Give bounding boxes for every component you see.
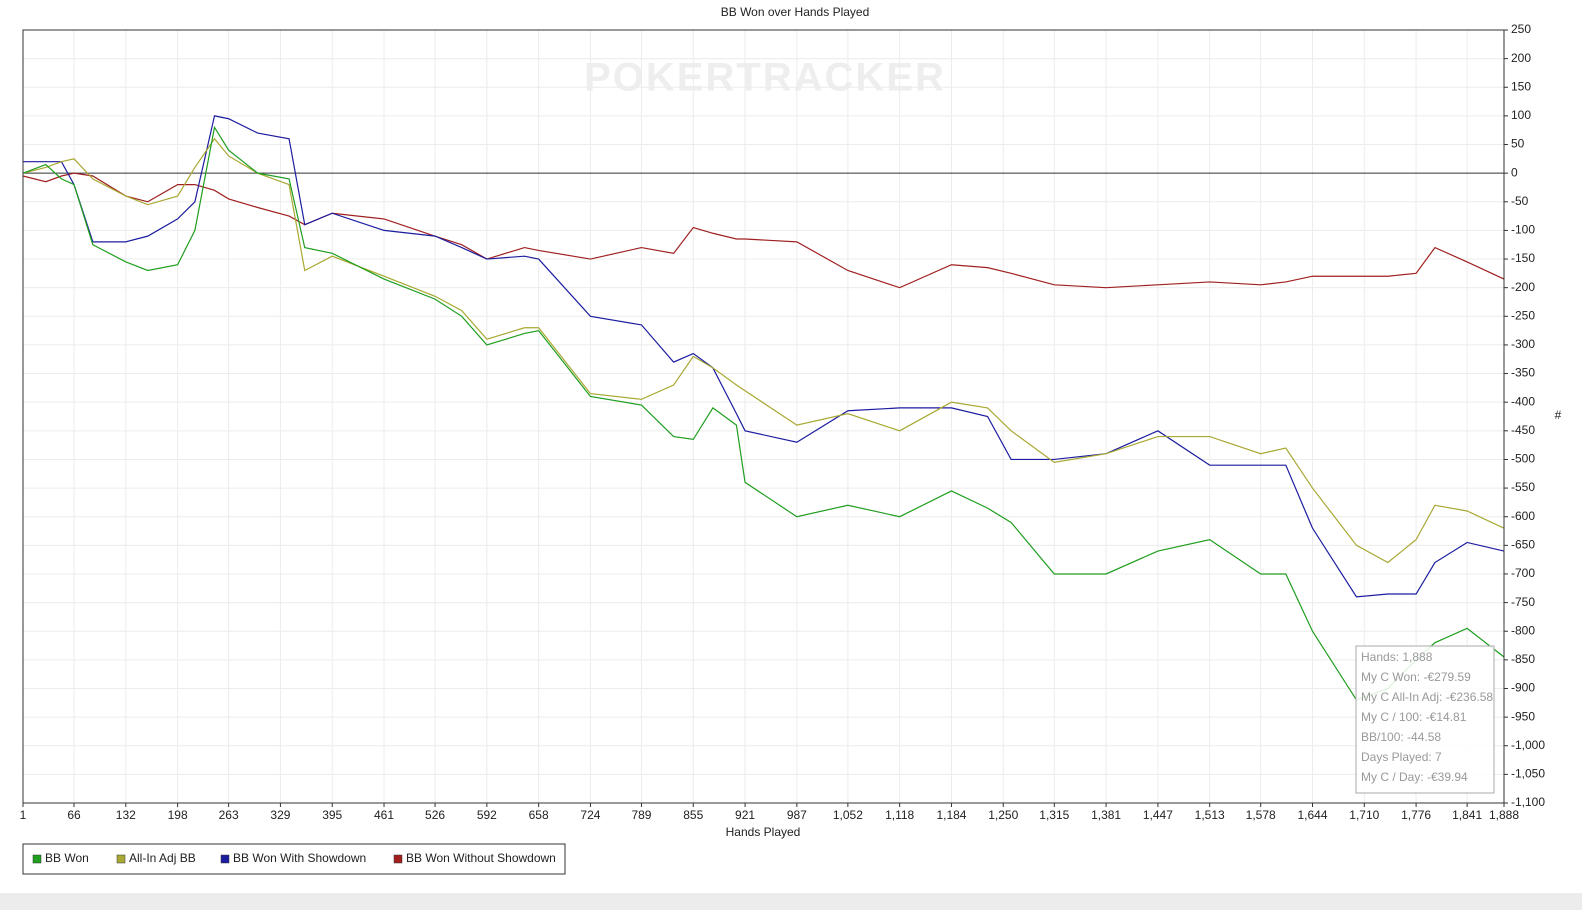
y-tick-label: 50 [1511, 137, 1525, 151]
x-tick-label: 1,888 [1489, 808, 1519, 822]
x-tick-label: 1 [20, 808, 27, 822]
series-line [23, 115, 1505, 598]
x-tick-label: 1,710 [1349, 808, 1379, 822]
series-line [22, 172, 1505, 289]
x-tick-label: 198 [168, 808, 188, 822]
x-tick-label: 526 [425, 808, 445, 822]
y-tick-label: -300 [1511, 337, 1535, 351]
x-tick-label: 329 [270, 808, 290, 822]
y-tick-label: -200 [1511, 280, 1535, 294]
tooltip-line: My C Won: -€279.59 [1361, 670, 1471, 684]
x-tick-label: 132 [116, 808, 136, 822]
y-tick-label: -1,050 [1511, 767, 1545, 781]
x-tick-label: 921 [735, 808, 755, 822]
x-tick-label: 1,776 [1401, 808, 1431, 822]
legend-swatch [220, 854, 230, 864]
tooltip-line: BB/100: -44.58 [1361, 730, 1441, 744]
y-tick-label: -600 [1511, 509, 1535, 523]
tooltip-line: My C All-In Adj: -€236.58 [1361, 690, 1493, 704]
legend-label: BB Won [45, 851, 89, 865]
series-line [22, 125, 1505, 701]
x-tick-label: 658 [529, 808, 549, 822]
tooltip-line: Hands: 1,888 [1361, 650, 1433, 664]
y-tick-label: -400 [1511, 394, 1535, 408]
x-tick-label: 66 [67, 808, 81, 822]
tooltip-line: Days Played: 7 [1361, 750, 1442, 764]
x-tick-label: 1,184 [936, 808, 966, 822]
y-axis-label: # [1555, 408, 1562, 422]
legend [22, 843, 566, 875]
watermark: POKERTRACKER [584, 56, 946, 100]
y-tick-label: -1,100 [1511, 795, 1545, 809]
y-tick-label: -750 [1511, 595, 1535, 609]
x-tick-label: 789 [631, 808, 651, 822]
x-axis-label: Hands Played [726, 825, 801, 839]
x-tick-label: 395 [322, 808, 342, 822]
y-tick-label: -700 [1511, 566, 1535, 580]
legend-label: BB Won Without Showdown [406, 851, 556, 865]
y-tick-label: -900 [1511, 681, 1535, 695]
x-tick-label: 1,250 [988, 808, 1018, 822]
y-tick-label: -50 [1511, 194, 1529, 208]
plot-frame [22, 29, 1505, 804]
x-tick-label: 1,841 [1452, 808, 1482, 822]
x-tick-label: 1,578 [1246, 808, 1276, 822]
y-tick-label: 250 [1511, 22, 1531, 36]
y-tick-label: 0 [1511, 165, 1518, 179]
y-tick-label: -850 [1511, 652, 1535, 666]
x-tick-label: 724 [580, 808, 600, 822]
x-tick-label: 592 [477, 808, 497, 822]
y-tick-label: 150 [1511, 79, 1531, 93]
chart-title: BB Won over Hands Played [721, 5, 870, 19]
y-tick-label: -500 [1511, 452, 1535, 466]
tooltip-line: My C / Day: -€39.94 [1361, 770, 1468, 784]
x-tick-label: 1,118 [885, 808, 914, 822]
legend-swatch [116, 854, 126, 864]
tooltip [1355, 645, 1495, 794]
x-tick-label: 1,315 [1039, 808, 1069, 822]
x-tick-label: 1,052 [833, 808, 863, 822]
y-tick-label: -350 [1511, 366, 1535, 380]
y-tick-label: -800 [1511, 623, 1535, 637]
y-tick-label: -100 [1511, 223, 1535, 237]
x-tick-label: 263 [219, 808, 239, 822]
x-tick-label: 987 [787, 808, 807, 822]
x-tick-label: 461 [374, 808, 394, 822]
y-tick-label: 200 [1511, 51, 1531, 65]
y-tick-label: -250 [1511, 308, 1535, 322]
legend-swatch [32, 854, 42, 864]
y-tick-label: -950 [1511, 709, 1535, 723]
legend-label: BB Won With Showdown [233, 851, 366, 865]
y-tick-label: -650 [1511, 538, 1535, 552]
status-strip [0, 893, 1582, 910]
y-tick-label: -150 [1511, 251, 1535, 265]
series-line [22, 137, 1505, 564]
y-tick-label: -450 [1511, 423, 1535, 437]
x-tick-label: 1,381 [1091, 808, 1121, 822]
y-tick-label: 100 [1511, 108, 1531, 122]
tooltip-line: My C / 100: -€14.81 [1361, 710, 1467, 724]
x-tick-label: 1,513 [1195, 808, 1225, 822]
x-tick-label: 1,447 [1143, 808, 1173, 822]
y-tick-label: -1,000 [1511, 738, 1545, 752]
legend-label: All-In Adj BB [129, 851, 196, 865]
y-tick-label: -550 [1511, 480, 1535, 494]
x-tick-label: 1,644 [1297, 808, 1327, 822]
x-tick-label: 855 [683, 808, 703, 822]
legend-swatch [393, 854, 403, 864]
